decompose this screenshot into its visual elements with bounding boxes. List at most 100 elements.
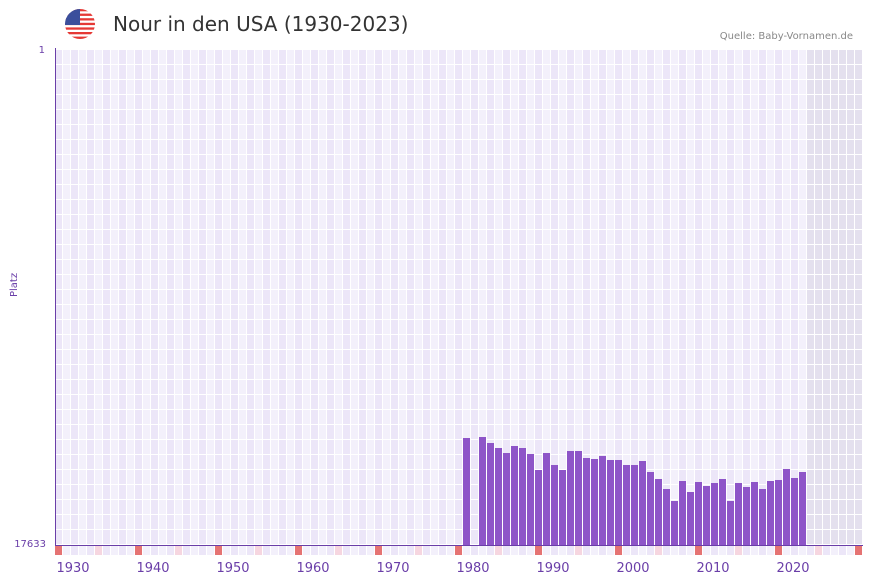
grid-cell: [247, 215, 254, 229]
grid-cell: [119, 125, 126, 139]
grid-cell: [543, 320, 550, 334]
grid-cell: [855, 305, 862, 319]
bar-1981[interactable]: [479, 437, 486, 545]
bar-2003[interactable]: [655, 479, 662, 545]
grid-cell: [191, 65, 198, 79]
bar-2008[interactable]: [695, 482, 702, 545]
grid-cell: [831, 50, 838, 64]
marker-cell: [367, 546, 374, 555]
bar-2000[interactable]: [631, 465, 638, 545]
grid-cell: [383, 65, 390, 79]
bar-2020[interactable]: [791, 478, 798, 545]
grid-cell: [783, 290, 790, 304]
bar-2015[interactable]: [751, 482, 758, 545]
grid-cell: [431, 200, 438, 214]
grid-cell: [367, 500, 374, 514]
grid-cell: [119, 155, 126, 169]
bar-1993[interactable]: [575, 451, 582, 545]
bar-2016[interactable]: [759, 489, 766, 545]
bar-1991[interactable]: [559, 470, 566, 545]
grid-cell: [95, 65, 102, 79]
grid-cell: [807, 515, 814, 529]
bar-2018[interactable]: [775, 480, 782, 545]
bar-2001[interactable]: [639, 461, 646, 545]
grid-cell: [479, 275, 486, 289]
bar-1997[interactable]: [607, 460, 614, 545]
grid-cell: [287, 320, 294, 334]
bar-2010[interactable]: [711, 483, 718, 545]
bar-2011[interactable]: [719, 479, 726, 545]
grid-cell: [647, 200, 654, 214]
bar-2017[interactable]: [767, 481, 774, 545]
bar-2009[interactable]: [703, 486, 710, 545]
grid-cell: [223, 305, 230, 319]
bar-2013[interactable]: [735, 483, 742, 545]
grid-cell: [343, 95, 350, 109]
bar-1985[interactable]: [511, 446, 518, 545]
grid-cell: [759, 290, 766, 304]
grid-cell: [175, 245, 182, 259]
grid-cell: [615, 230, 622, 244]
bar-1999[interactable]: [623, 465, 630, 545]
grid-cell: [591, 260, 598, 274]
bar-1995[interactable]: [591, 459, 598, 545]
grid-cell: [63, 455, 70, 469]
bar-2005[interactable]: [671, 501, 678, 545]
bar-2021[interactable]: [799, 472, 806, 545]
bar-2019[interactable]: [783, 469, 790, 545]
grid-cell: [815, 380, 822, 394]
grid-cell: [671, 155, 678, 169]
grid-cell: [551, 215, 558, 229]
bar-1987[interactable]: [527, 454, 534, 545]
bar-2014[interactable]: [743, 487, 750, 545]
bar-1996[interactable]: [599, 456, 606, 545]
grid-cell: [95, 95, 102, 109]
bar-1986[interactable]: [519, 448, 526, 545]
bar-2006[interactable]: [679, 481, 686, 545]
bar-2012[interactable]: [727, 501, 734, 545]
grid-cell: [415, 65, 422, 79]
grid-cell: [335, 290, 342, 304]
bar-1982[interactable]: [487, 443, 494, 545]
grid-cell: [471, 410, 478, 424]
bar-2007[interactable]: [687, 492, 694, 545]
bar-2002[interactable]: [647, 472, 654, 545]
bar-2004[interactable]: [663, 489, 670, 545]
grid-cell: [239, 230, 246, 244]
bar-1988[interactable]: [535, 470, 542, 545]
grid-cell: [295, 275, 302, 289]
bar-1994[interactable]: [583, 458, 590, 545]
bar-1983[interactable]: [495, 448, 502, 545]
grid-cell: [247, 530, 254, 544]
grid-cell: [559, 260, 566, 274]
grid-cell: [615, 245, 622, 259]
bar-1990[interactable]: [551, 465, 558, 545]
grid-cell: [63, 305, 70, 319]
bar-1992[interactable]: [567, 451, 574, 545]
grid-cell: [847, 305, 854, 319]
bar-1998[interactable]: [615, 460, 622, 545]
grid-cell: [735, 170, 742, 184]
grid-cell: [439, 110, 446, 124]
grid-cell: [199, 365, 206, 379]
grid-cell: [287, 305, 294, 319]
grid-cell: [743, 455, 750, 469]
grid-cell: [831, 155, 838, 169]
bar-1989[interactable]: [543, 453, 550, 545]
bar-1984[interactable]: [503, 453, 510, 545]
grid-cell: [135, 470, 142, 484]
grid-cell: [167, 215, 174, 229]
grid-cell: [207, 260, 214, 274]
grid-cell: [263, 140, 270, 154]
grid-cell: [207, 320, 214, 334]
grid-cell: [559, 410, 566, 424]
grid-cell: [215, 500, 222, 514]
grid-cell: [231, 95, 238, 109]
grid-cell: [95, 200, 102, 214]
grid-cell: [167, 125, 174, 139]
grid-cell: [63, 230, 70, 244]
grid-cell: [415, 170, 422, 184]
bar-1979[interactable]: [463, 438, 470, 545]
grid-cell: [551, 170, 558, 184]
grid-cell: [687, 410, 694, 424]
